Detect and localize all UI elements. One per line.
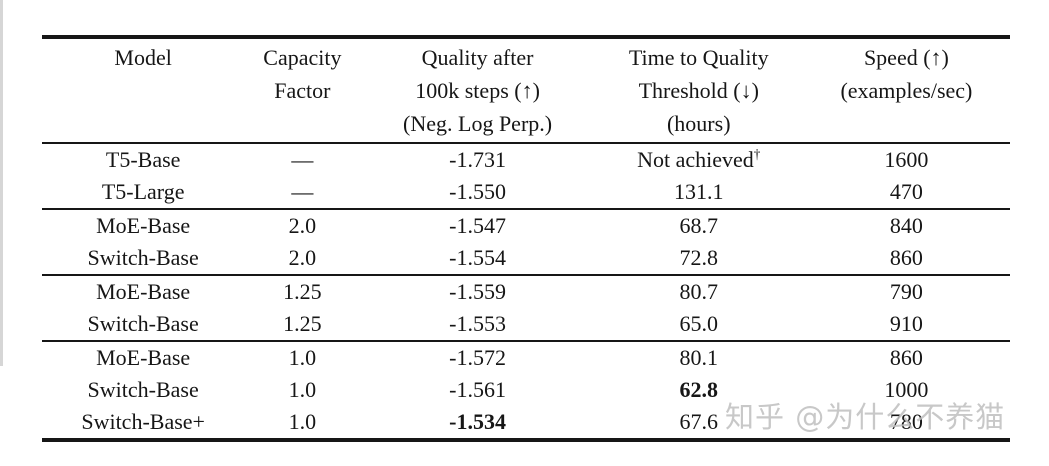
dagger-footnote-marker: † — [753, 146, 761, 162]
table-cell-time-to-quality: 65.0 — [679, 311, 719, 336]
table-cell-speed: 790 — [802, 274, 1010, 308]
column-header-line: Threshold (↓) — [638, 78, 759, 103]
table-cell-capacity-factor: 2.0 — [244, 208, 361, 242]
table-row: Switch-Base 1.25 -1.553 65.0 910 — [42, 308, 1010, 341]
table-cell-quality: -1.553 — [449, 311, 506, 336]
table-cell-capacity-factor: 1.25 — [283, 311, 322, 336]
table-row: T5-Base — -1.731 Not achieved† 1600 — [42, 143, 1010, 176]
table-cell-speed: 860 — [889, 245, 923, 270]
table-cell-quality: -1.559 — [360, 274, 595, 308]
table-row: T5-Large — -1.550 131.1 470 — [42, 176, 1010, 209]
table-cell-time-to-quality: Not achieved† — [637, 146, 761, 172]
table-cell-model: MoE-Base — [42, 274, 245, 308]
table-cell-speed: 1600 — [884, 147, 929, 172]
column-header-line: (Neg. Log Perp.) — [403, 111, 553, 136]
table-cell-model: Switch-Base — [87, 377, 199, 402]
table-cell-quality: -1.554 — [449, 245, 506, 270]
results-table: Model Capacity Factor Quality after 100k ste… — [42, 35, 1010, 442]
table-row: MoE-Base 1.25 -1.559 80.7 790 — [42, 274, 1010, 308]
table-cell-quality: -1.561 — [449, 377, 506, 402]
table-cell-time-to-quality: 67.6 — [679, 409, 719, 434]
table-cell-capacity-factor: 1.0 — [288, 377, 317, 402]
table-cell-model: MoE-Base — [42, 208, 245, 242]
table-cell-speed: 840 — [802, 208, 1010, 242]
column-header-quality: Quality after 100k steps (↑) (Neg. Log Per… — [360, 37, 595, 144]
table-cell-capacity-factor: 1.25 — [244, 274, 361, 308]
table-cell-capacity-factor: 1.0 — [244, 340, 361, 374]
left-edge-artifact — [0, 0, 3, 366]
column-header-line: Factor — [274, 78, 331, 103]
table-cell-quality: -1.547 — [360, 208, 595, 242]
table-cell-capacity-factor: 2.0 — [288, 245, 317, 270]
column-header-speed: Speed (↑) (examples/sec) — [802, 37, 1010, 144]
table-cell-speed: 1000 — [884, 377, 929, 402]
column-header-model: Model — [42, 37, 245, 144]
table-row: MoE-Base 1.0 -1.572 80.1 860 — [42, 340, 1010, 374]
column-header-line: Time to Quality — [628, 45, 769, 70]
column-header-line: (hours) — [666, 111, 731, 136]
results-table-grid: Model Capacity Factor Quality after 100k ste… — [42, 35, 1010, 442]
column-header-line: Speed (↑) — [863, 45, 949, 70]
table-cell-time-to-quality: 80.1 — [594, 340, 803, 374]
table-cell-time-to-quality: 72.8 — [679, 245, 719, 270]
table-cell-quality: -1.731 — [449, 147, 506, 172]
table-cell-speed: 470 — [889, 179, 923, 204]
table-cell-time-to-quality: 80.7 — [594, 274, 803, 308]
table-cell-model: Switch-Base — [87, 311, 199, 336]
table-cell-speed: 780 — [889, 409, 923, 434]
table-cell-model: T5-Base — [105, 147, 181, 172]
table-header-row: Model Capacity Factor Quality after 100k ste… — [42, 37, 1010, 144]
column-header-line: 100k steps (↑) — [415, 78, 540, 103]
table-row: MoE-Base 2.0 -1.547 68.7 840 — [42, 208, 1010, 242]
table-cell-model: T5-Large — [101, 179, 185, 204]
column-header-line: Model — [114, 45, 172, 70]
column-header-time-to-quality: Time to Quality Threshold (↓) (hours) — [594, 37, 803, 144]
table-cell-quality: -1.572 — [360, 340, 595, 374]
table-cell-speed: 860 — [802, 340, 1010, 374]
table-cell-capacity-factor: — — [291, 147, 314, 172]
table-row: Switch-Base 1.0 -1.561 62.8 1000 — [42, 374, 1010, 406]
column-header-line: (examples/sec) — [840, 78, 973, 103]
table-cell-quality: -1.534 — [449, 409, 506, 434]
table-body: T5-Base — -1.731 Not achieved† 1600 T5-Large —… — [42, 143, 1010, 440]
table-cell-quality: -1.550 — [449, 179, 506, 204]
column-header-line: Quality after — [421, 45, 534, 70]
column-header-line: Capacity — [263, 45, 342, 70]
table-cell-speed: 910 — [889, 311, 923, 336]
table-cell-time-to-quality: 131.1 — [674, 179, 724, 204]
column-header-capacity-factor: Capacity Factor — [244, 37, 361, 144]
table-cell-time-to-quality: 62.8 — [679, 377, 719, 402]
table-cell-model: Switch-Base+ — [81, 409, 205, 434]
table-cell-capacity-factor: 1.0 — [288, 409, 317, 434]
table-cell-model: Switch-Base — [87, 245, 199, 270]
table-row: Switch-Base+ 1.0 -1.534 67.6 780 — [42, 406, 1010, 440]
table-cell-time-to-quality: 68.7 — [594, 208, 803, 242]
table-header: Model Capacity Factor Quality after 100k ste… — [42, 37, 1010, 144]
table-cell-capacity-factor: — — [291, 179, 314, 204]
table-cell-model: MoE-Base — [42, 340, 245, 374]
table-row: Switch-Base 2.0 -1.554 72.8 860 — [42, 242, 1010, 275]
